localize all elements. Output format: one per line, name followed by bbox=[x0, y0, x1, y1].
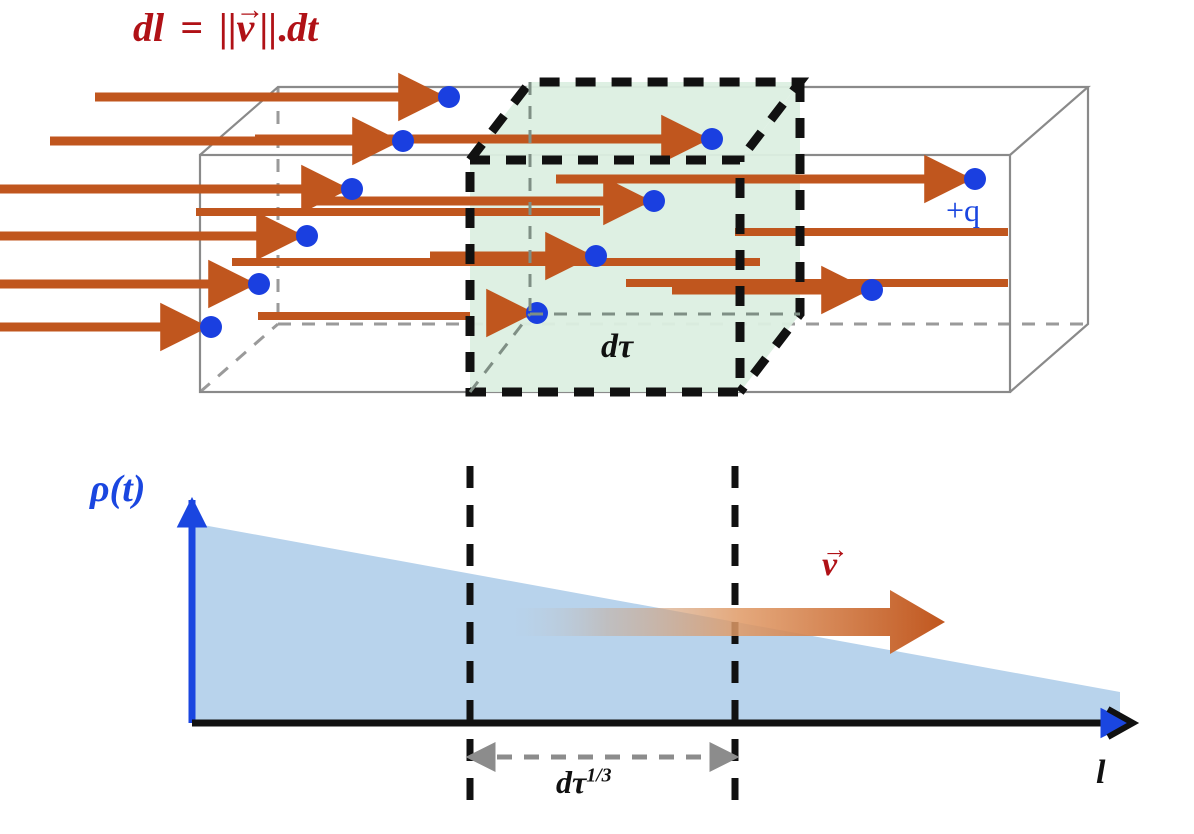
flow-streaks bbox=[196, 208, 1008, 320]
charge-particle bbox=[861, 279, 883, 301]
density-chart bbox=[176, 466, 1140, 800]
vector-overarrow-icon: → bbox=[235, 0, 265, 26]
velocity-vector-label: → v bbox=[822, 536, 848, 583]
box-hidden-edges bbox=[199, 87, 1088, 394]
cell-width-base: dτ bbox=[556, 764, 587, 800]
charge-particle bbox=[296, 225, 318, 247]
charge-particle bbox=[392, 130, 414, 152]
charge-particle bbox=[200, 316, 222, 338]
formula-norm-open: || bbox=[218, 5, 237, 50]
charge-particle bbox=[701, 128, 723, 150]
dtau-right-outline bbox=[736, 82, 805, 395]
formula-norm-close: || bbox=[259, 5, 277, 50]
velocity-symbol: v bbox=[822, 546, 838, 583]
formula-rhs: dt bbox=[286, 5, 319, 50]
dtau-cell-outline bbox=[465, 77, 810, 397]
title-formula: dl = || → v ||.dt bbox=[133, 0, 319, 50]
charges bbox=[200, 86, 986, 338]
y-axis-label: ρ(t) bbox=[90, 468, 146, 510]
charge-particle bbox=[438, 86, 460, 108]
dtau-hidden-edges bbox=[468, 82, 800, 393]
velocity-flow-arrow bbox=[512, 590, 945, 654]
charge-particle bbox=[643, 190, 665, 212]
charge-particle bbox=[341, 178, 363, 200]
charge-label: +q bbox=[946, 192, 981, 228]
charge-particle bbox=[585, 245, 607, 267]
formula-dot: . bbox=[276, 5, 287, 50]
formula-equals: = bbox=[180, 5, 203, 50]
cell-width-label: dτ1/3 bbox=[556, 764, 612, 800]
formula-lhs: dl bbox=[133, 5, 165, 50]
x-axis-label: l bbox=[1096, 754, 1106, 791]
dtau-top-outline bbox=[466, 77, 810, 163]
formula-vec: v bbox=[236, 5, 255, 50]
charge-particle bbox=[964, 168, 986, 190]
particle-arrows bbox=[0, 72, 973, 352]
charge-particle bbox=[248, 273, 270, 295]
x-axis-arrowhead bbox=[1106, 706, 1140, 740]
cell-width-exponent: 1/3 bbox=[586, 764, 612, 787]
dtau-label: dτ bbox=[601, 328, 634, 365]
vector-overarrow-icon: → bbox=[822, 534, 848, 565]
